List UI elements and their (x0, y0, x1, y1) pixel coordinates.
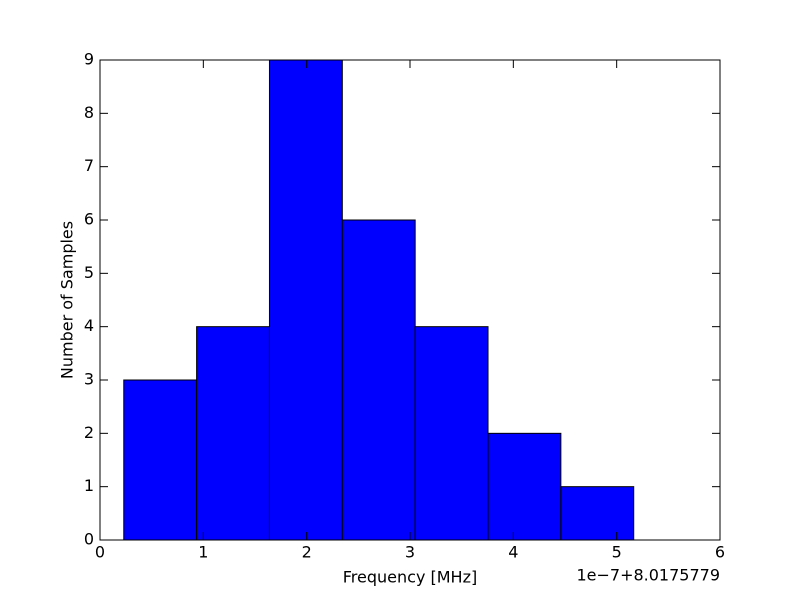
y-tick-label: 8 (84, 103, 94, 122)
x-tick-label: 2 (302, 543, 312, 562)
y-tick-label: 7 (84, 156, 94, 175)
y-axis-label: Number of Samples (58, 221, 77, 379)
x-tick-label: 4 (508, 543, 518, 562)
x-tick-label: 0 (95, 543, 105, 562)
x-tick-label: 6 (715, 543, 725, 562)
y-tick-label: 3 (84, 370, 94, 389)
y-tick-label: 9 (84, 50, 94, 69)
y-tick-label: 2 (84, 423, 94, 442)
y-tick-label: 4 (84, 316, 94, 335)
y-tick-label: 5 (84, 263, 94, 282)
y-tick-label: 1 (84, 476, 94, 495)
bar (268, 59, 343, 541)
x-tick-label: 3 (405, 543, 415, 562)
bar (123, 379, 198, 541)
bar (341, 219, 416, 541)
bar (196, 326, 270, 541)
x-tick-label: 5 (612, 543, 622, 562)
x-tick-label: 1 (198, 543, 208, 562)
bar (487, 432, 562, 541)
axis-offset-label: 1e−7+8.0175779 (576, 566, 720, 585)
x-axis-label: Frequency [MHz] (343, 568, 477, 587)
y-tick-label: 0 (84, 530, 94, 549)
y-tick-label: 6 (84, 210, 94, 229)
bar (414, 326, 489, 541)
bar (560, 486, 635, 541)
